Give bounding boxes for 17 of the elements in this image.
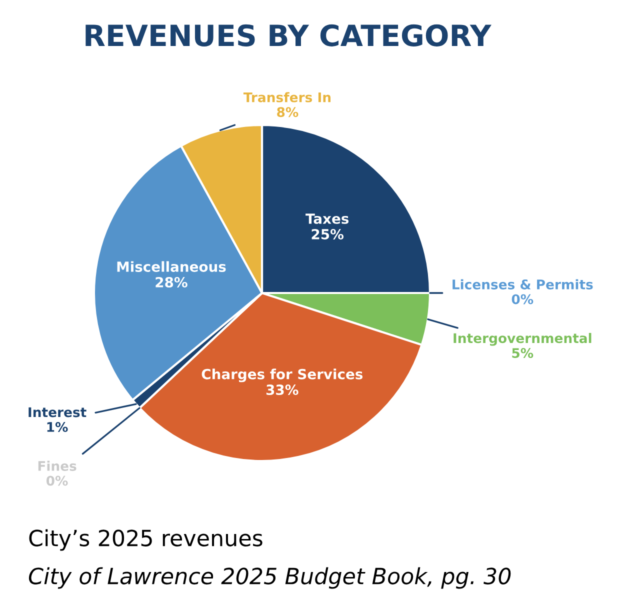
data-label: 1%: [47, 422, 68, 432]
data-label: 28%: [156, 276, 188, 288]
text: City’s 2025 revenues: [29, 529, 262, 551]
slice-label: Miscellaneous: [117, 261, 226, 272]
text: 0%: [512, 294, 534, 304]
legend-label: Licenses & Permits: [452, 279, 593, 290]
slice-label: Charges for Services: [202, 368, 363, 382]
slice-label: Intergovernmental: [454, 332, 592, 346]
slice-label: Transfers In: [243, 92, 331, 102]
text: City of Lawrence 2025 Budget Book, pg. 30: [28, 567, 511, 589]
data-label: 8%: [277, 107, 298, 118]
chart-title: REVENUES BY CATEGORY: [86, 24, 492, 46]
slice-label: Taxes: [306, 214, 349, 224]
data-label: 5%: [512, 348, 534, 358]
data-label: 33%: [266, 384, 298, 396]
data-label: 25%: [312, 228, 344, 240]
slice-label: Interest: [28, 407, 86, 418]
